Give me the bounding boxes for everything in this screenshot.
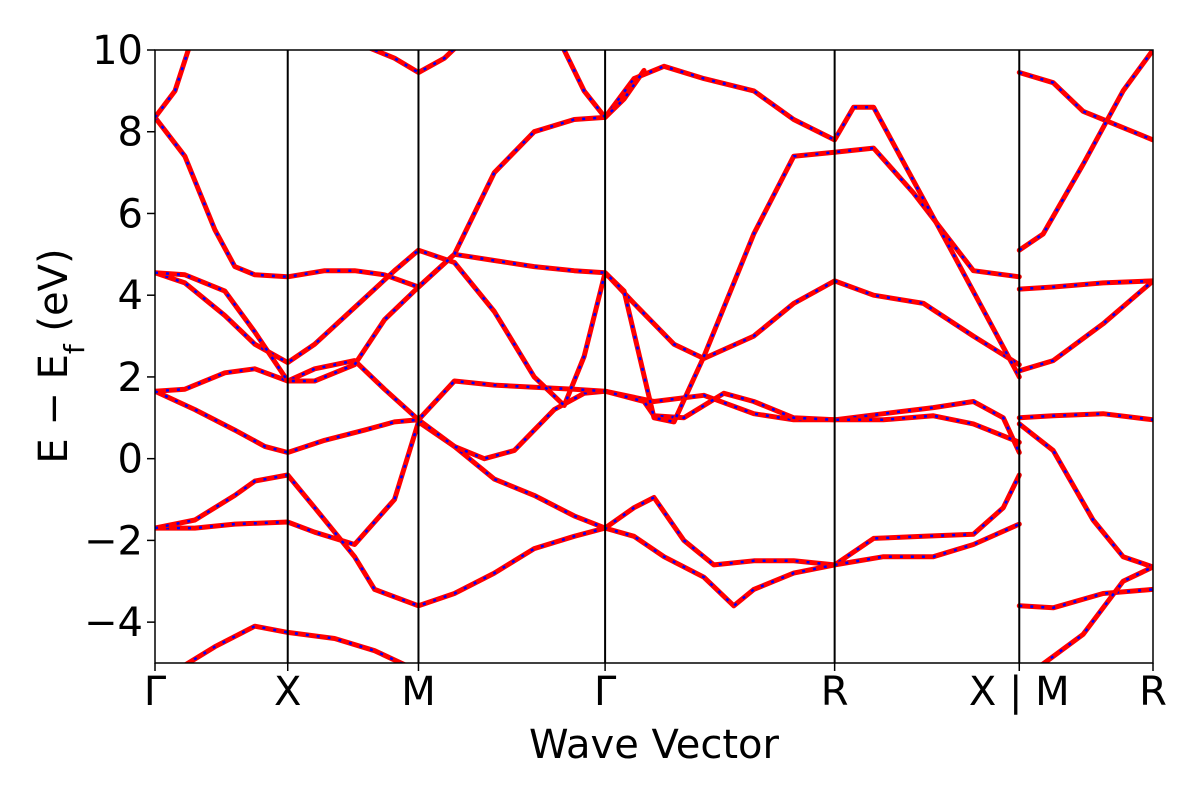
band-line-9 — [155, 50, 191, 120]
band-line-overlay-12 — [1018, 71, 1153, 142]
band-line-17 — [1016, 421, 1153, 570]
band-lines — [155, 50, 1153, 663]
y-tick-label-7: 8 — [118, 110, 143, 156]
band-line-12 — [1016, 70, 1153, 143]
band-line-overlay-8 — [155, 64, 1021, 378]
y-axis: −4 −2 0 2 4 6 8 10 — [84, 28, 155, 646]
y-tick-label-3: 0 — [118, 437, 143, 483]
band-line-1 — [183, 623, 407, 663]
y-tick-label-6: 6 — [118, 191, 143, 237]
high-symmetry-lines — [286, 50, 1021, 663]
band-line-19 — [1040, 564, 1153, 663]
band-line-16 — [1016, 411, 1153, 423]
x-tick-label-4: Γ — [594, 669, 617, 715]
band-line-overlay-15 — [1018, 279, 1153, 372]
x-tick-label-5: R — [821, 669, 849, 715]
band-line-overlay-2 — [155, 419, 1021, 567]
band-line-overlay-17 — [1018, 422, 1153, 569]
x-tick-label-1: Γ — [144, 669, 167, 715]
band-line-15 — [1016, 278, 1153, 374]
x-axis: Γ X M Γ R X | M R — [144, 663, 1167, 715]
x-tick-label-2: X — [274, 669, 301, 715]
y-tick-label-2: −2 — [84, 518, 143, 564]
band-line-2 — [155, 419, 1022, 568]
y-axis-label: E − Ef (eV) — [31, 248, 91, 463]
band-line-11 — [561, 50, 647, 120]
x-tick-label-6: X | M — [969, 669, 1070, 715]
band-line-overlay-18 — [1019, 588, 1153, 610]
y-tick-label-8: 10 — [92, 28, 143, 74]
band-line-overlay-3 — [155, 473, 1020, 608]
band-line-3 — [155, 472, 1022, 609]
plot-frame — [154, 49, 1154, 664]
band-line-8 — [155, 63, 1022, 380]
x-tick-label-3: M — [401, 669, 436, 715]
band-line-5 — [155, 378, 1022, 455]
band-line-overlay-9 — [155, 50, 190, 119]
band-line-7 — [155, 145, 1022, 425]
band-line-14 — [1016, 278, 1153, 292]
y-tick-label-1: −4 — [84, 600, 143, 646]
y-tick-label-4: 2 — [118, 355, 143, 401]
band-line-10 — [367, 50, 457, 75]
x-tick-label-7: R — [1139, 669, 1167, 715]
band-line-overlay-19 — [1042, 565, 1153, 663]
x-axis-label: Wave Vector — [529, 722, 780, 768]
y-tick-label-5: 4 — [118, 273, 143, 319]
band-line-overlay-13 — [1018, 50, 1153, 252]
band-line-overlay-11 — [562, 50, 646, 120]
